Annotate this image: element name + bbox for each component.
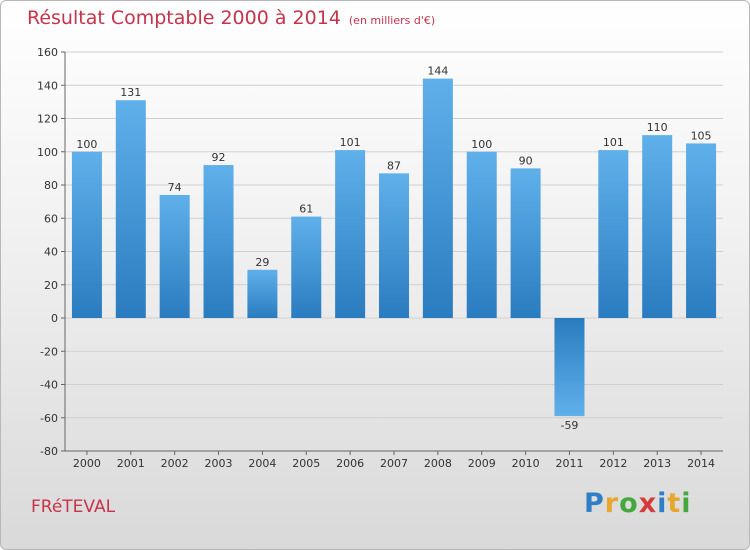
- y-tick-label: 140: [37, 79, 58, 92]
- x-tick-label: 2006: [336, 457, 364, 470]
- data-label: 90: [519, 154, 533, 167]
- data-label: 61: [299, 203, 313, 216]
- data-label: 92: [212, 151, 226, 164]
- logo-letter: i: [681, 488, 692, 519]
- x-tick-label: 2012: [599, 457, 627, 470]
- bar: [71, 151, 102, 318]
- x-tick-label: 2002: [161, 457, 189, 470]
- y-tick-label: 80: [44, 179, 58, 192]
- bar: [115, 100, 146, 319]
- x-tick-label: 2005: [292, 457, 320, 470]
- data-label: 144: [427, 65, 448, 78]
- chart-title-text: Résultat Comptable 2000 à 2014: [27, 7, 341, 29]
- y-tick-label: 40: [44, 246, 58, 259]
- data-label: 29: [255, 256, 269, 269]
- x-tick-label: 2004: [248, 457, 276, 470]
- x-tick-label: 2013: [643, 457, 671, 470]
- x-tick-label: 2009: [468, 457, 496, 470]
- data-label: 87: [387, 159, 401, 172]
- bar: [247, 269, 278, 318]
- bar: [159, 194, 190, 318]
- bar: [335, 150, 366, 318]
- bar: [510, 168, 541, 318]
- data-label: 100: [471, 138, 492, 151]
- bar: [422, 78, 453, 318]
- bar: [686, 143, 717, 318]
- y-tick-label: 120: [37, 113, 58, 126]
- y-tick-label: -80: [40, 445, 58, 458]
- x-tick-label: 2008: [424, 457, 452, 470]
- data-label: 74: [168, 181, 182, 194]
- logo-letter: o: [619, 488, 639, 519]
- bar: [598, 150, 629, 318]
- commune-name: FRéTEVAL: [31, 497, 116, 517]
- logo-letter: i: [657, 488, 668, 519]
- bar: [642, 135, 673, 318]
- data-label: 100: [76, 138, 97, 151]
- data-label: 110: [647, 121, 668, 134]
- logo-letter: r: [604, 488, 620, 519]
- bar: [291, 216, 322, 318]
- x-tick-label: 2000: [73, 457, 101, 470]
- x-tick-label: 2010: [512, 457, 540, 470]
- y-tick-label: -40: [40, 379, 58, 392]
- logo-letter: x: [638, 488, 658, 519]
- x-tick-label: 2014: [687, 457, 715, 470]
- data-label: 101: [340, 136, 361, 149]
- proxiti-logo: Proxiti: [584, 488, 692, 519]
- bar: [379, 173, 409, 318]
- x-tick-label: 2003: [205, 457, 233, 470]
- y-tick-label: 20: [44, 279, 58, 292]
- chart-subtitle: (en milliers d'€): [348, 14, 436, 27]
- y-tick-label: 0: [51, 312, 58, 325]
- x-tick-label: 2007: [380, 457, 408, 470]
- y-tick-label: -60: [40, 412, 58, 425]
- bar: [466, 151, 497, 318]
- bar-chart: -80 -60 -40 -20 0 20 40 60 80 100 120 140 160 100 2000…: [37, 46, 723, 470]
- y-tick-label: 100: [37, 146, 58, 159]
- logo-letter: P: [584, 488, 605, 519]
- y-tick-label: -20: [40, 345, 58, 358]
- data-label: -59: [560, 419, 578, 432]
- y-tick-label: 60: [44, 212, 58, 225]
- data-label: 131: [120, 86, 141, 99]
- chart-title: Résultat Comptable 2000 à 2014 (en millie…: [27, 7, 435, 29]
- x-tick-label: 2001: [117, 457, 145, 470]
- data-label: 101: [603, 136, 624, 149]
- logo-letter: t: [667, 488, 682, 519]
- data-label: 105: [691, 129, 712, 142]
- y-tick-label: 160: [37, 46, 58, 59]
- x-tick-label: 2011: [555, 457, 583, 470]
- bar: [203, 165, 234, 318]
- bar: [554, 318, 585, 417]
